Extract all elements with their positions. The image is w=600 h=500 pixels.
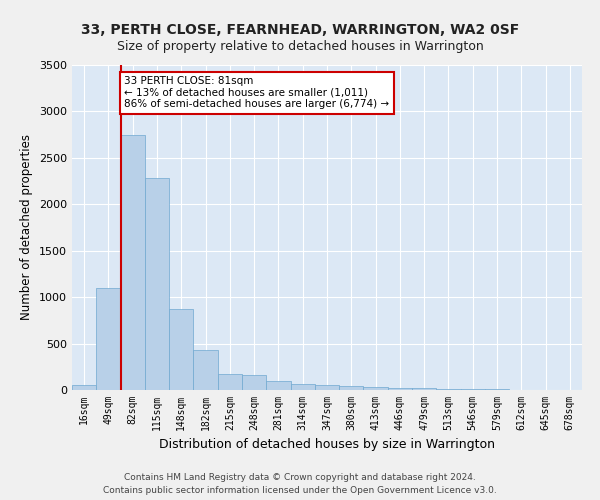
Text: Size of property relative to detached houses in Warrington: Size of property relative to detached ho… (116, 40, 484, 53)
Bar (266, 381, 290, 390)
Text: 33 PERTH CLOSE: 81sqm
← 13% of detached houses are smaller (1,011)
86% of semi-d: 33 PERTH CLOSE: 81sqm ← 13% of detached … (124, 76, 389, 110)
Y-axis label: Number of detached properties: Number of detached properties (20, 134, 34, 320)
Bar (72, 385, 96, 390)
Bar (242, 374, 266, 390)
Bar (193, 350, 218, 390)
Bar (388, 388, 412, 390)
Bar (96, 288, 121, 390)
Bar (412, 388, 436, 390)
Bar (339, 386, 364, 390)
Text: 33, PERTH CLOSE, FEARNHEAD, WARRINGTON, WA2 0SF: 33, PERTH CLOSE, FEARNHEAD, WARRINGTON, … (81, 22, 519, 36)
X-axis label: Distribution of detached houses by size in Warrington: Distribution of detached houses by size … (159, 438, 495, 452)
Bar (315, 385, 339, 390)
Bar (169, 308, 193, 390)
Bar (218, 374, 242, 390)
Bar (145, 178, 169, 390)
Text: Contains HM Land Registry data © Crown copyright and database right 2024.
Contai: Contains HM Land Registry data © Crown c… (103, 474, 497, 495)
Bar (436, 388, 461, 390)
Bar (290, 384, 315, 390)
Bar (461, 389, 485, 390)
Bar (364, 387, 388, 390)
Bar (121, 134, 145, 390)
